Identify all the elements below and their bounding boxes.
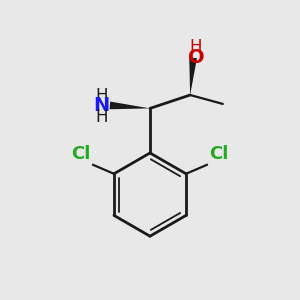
Text: H: H xyxy=(95,87,108,105)
Text: Cl: Cl xyxy=(209,146,229,164)
Text: Cl: Cl xyxy=(71,146,91,164)
Text: N: N xyxy=(93,96,110,115)
Text: H: H xyxy=(190,38,202,56)
Text: H: H xyxy=(95,108,108,126)
Polygon shape xyxy=(189,58,197,95)
Polygon shape xyxy=(110,102,150,109)
Text: O: O xyxy=(188,48,204,68)
